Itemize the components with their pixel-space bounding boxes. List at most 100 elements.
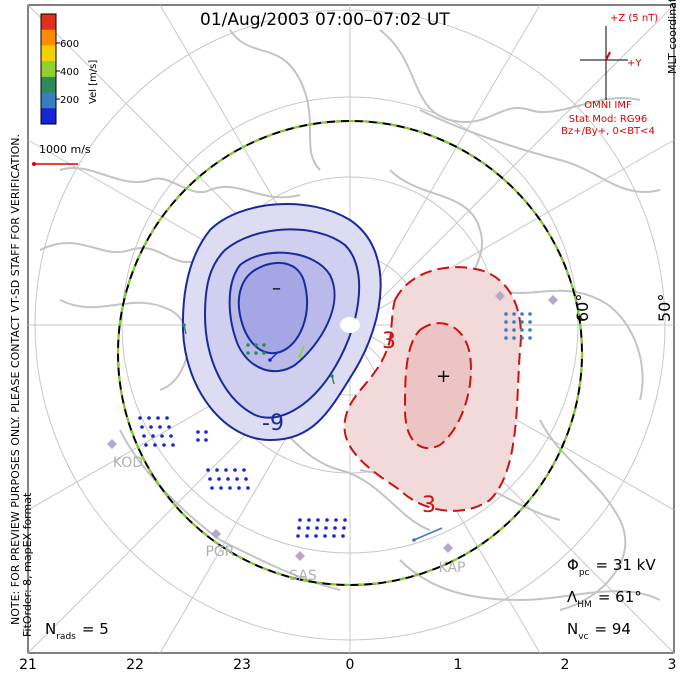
- velocity-vector: [297, 526, 301, 530]
- velocity-vector: [314, 534, 318, 538]
- nvc-stat: Nvc = 94: [567, 620, 631, 642]
- velocity-vector: [512, 312, 516, 316]
- velocity-vector: [268, 358, 272, 362]
- colorbar-swatch: [41, 61, 56, 78]
- mlt-axis: 21 22 23 0 1 2 3: [19, 657, 676, 673]
- imf-caption-2: Stat Mod: RG96: [569, 114, 648, 125]
- velocity-vector: [171, 443, 175, 447]
- colorbar-swatch: [41, 45, 56, 62]
- radar-label: PGR: [205, 544, 234, 560]
- radar-marker: [495, 291, 505, 301]
- velocity-vector: [149, 425, 153, 429]
- negative-contour-label: -9: [262, 411, 284, 436]
- velocity-vector: [305, 534, 309, 538]
- velocity-vector: [254, 343, 258, 347]
- negative-cell: [181, 203, 382, 442]
- velocity-vector: [307, 518, 311, 522]
- velocity-vector: [520, 312, 524, 316]
- velocity-vector: [520, 320, 524, 324]
- velocity-vector: [512, 320, 516, 324]
- velocity-vector: [246, 351, 250, 355]
- map-title: 01/Aug/2003 07:00–07:02 UT: [200, 10, 450, 30]
- velocity-vector: [246, 343, 250, 347]
- velocity-vector: [140, 425, 144, 429]
- velocity-vector: [413, 527, 443, 541]
- radar-marker: [107, 439, 117, 449]
- velocity-vector: [160, 434, 164, 438]
- velocity-colorbar: 600 400 200 Vel [m/s]: [40, 13, 99, 125]
- colorbar-tick-200: 200: [60, 95, 79, 106]
- preview-note: NOTE: FOR PREVIEW PURPOSES ONLY. PLEASE …: [9, 134, 22, 625]
- velocity-vector: [341, 534, 345, 538]
- velocity-vector: [151, 434, 155, 438]
- colorbar-swatch: [41, 29, 56, 46]
- velocity-vector: [298, 354, 302, 358]
- colorbar-tick-600: 600: [60, 39, 79, 50]
- velocity-vector: [217, 477, 221, 481]
- velocity-vector: [226, 477, 230, 481]
- velocity-vector: [165, 416, 169, 420]
- mlt-tick-label: 21: [19, 657, 37, 673]
- velocity-vector: [224, 468, 228, 472]
- velocity-vector: [528, 312, 532, 316]
- velocity-vector: [315, 526, 319, 530]
- velocity-vector: [156, 416, 160, 420]
- velocity-vector: [504, 320, 508, 324]
- velocity-vector: [235, 477, 239, 481]
- lambda-hm-stat: ΛHM = 61°: [567, 588, 642, 610]
- min-marker: –: [272, 278, 281, 299]
- radar-label: KAP: [439, 560, 466, 576]
- velocity-vector: [512, 336, 516, 340]
- colorbar-ticks: [56, 42, 60, 100]
- colorbar-swatch: [41, 76, 56, 94]
- velocity-vector: [520, 328, 524, 332]
- velocity-vector: [504, 336, 508, 340]
- fit-note: FitOrder: 8, mapEX format: [21, 492, 34, 637]
- colorbar-swatch: [41, 108, 56, 125]
- pole-patch: [340, 317, 360, 333]
- velocity-vector: [296, 534, 300, 538]
- velocity-vector: [334, 518, 338, 522]
- velocity-vector: [219, 486, 223, 490]
- velocity-vector: [208, 477, 212, 481]
- velocity-vector: [254, 351, 258, 355]
- lat-label-60: 60°: [573, 294, 592, 322]
- mlt-tick-label: 2: [561, 657, 570, 673]
- max-marker: +: [436, 366, 451, 387]
- imf-bz-label: +Z (5 nT): [610, 13, 658, 24]
- velocity-vector: [269, 351, 279, 361]
- mlt-tick-label: 0: [346, 657, 355, 673]
- velocity-vector: [316, 518, 320, 522]
- velocity-vector: [138, 416, 142, 420]
- velocity-vector: [412, 538, 416, 542]
- plot-frame: [27, 4, 675, 654]
- velocity-vector: [228, 486, 232, 490]
- velocity-vector: [196, 430, 200, 434]
- radar-marker: [211, 529, 221, 539]
- velocity-vector: [504, 328, 508, 332]
- velocity-vector: [158, 425, 162, 429]
- velocity-vector: [246, 486, 250, 490]
- vector-scale: 1000 m/s: [32, 143, 91, 166]
- colorbar-axis-label: Vel [m/s]: [88, 60, 99, 104]
- colorbar-swatch: [41, 92, 56, 109]
- velocity-vector: [306, 526, 310, 530]
- imf-by-label: +Y: [627, 58, 642, 69]
- mlt-tick-label: 3: [668, 657, 677, 673]
- fit-statistics: Φpc = 31 kV ΛHM = 61° Nvc = 94 Nrads = 5: [45, 556, 656, 642]
- velocity-vector: [162, 443, 166, 447]
- imf-clock: +Z (5 nT) +Y OMNI IMF Stat Mod: RG96 Bz+…: [561, 13, 658, 137]
- velocity-vector: [167, 425, 171, 429]
- velocity-vector: [298, 518, 302, 522]
- coordinate-label: MLT coordinates: [666, 0, 679, 74]
- mlt-tick-label: 1: [454, 657, 463, 673]
- velocity-vector: [323, 534, 327, 538]
- velocity-vector: [215, 468, 219, 472]
- velocity-vector: [324, 526, 328, 530]
- velocity-vector: [147, 416, 151, 420]
- velocity-vector: [210, 486, 214, 490]
- colorbar-tick-400: 400: [60, 67, 79, 78]
- velocity-vector: [204, 438, 208, 442]
- velocity-vector: [504, 312, 508, 316]
